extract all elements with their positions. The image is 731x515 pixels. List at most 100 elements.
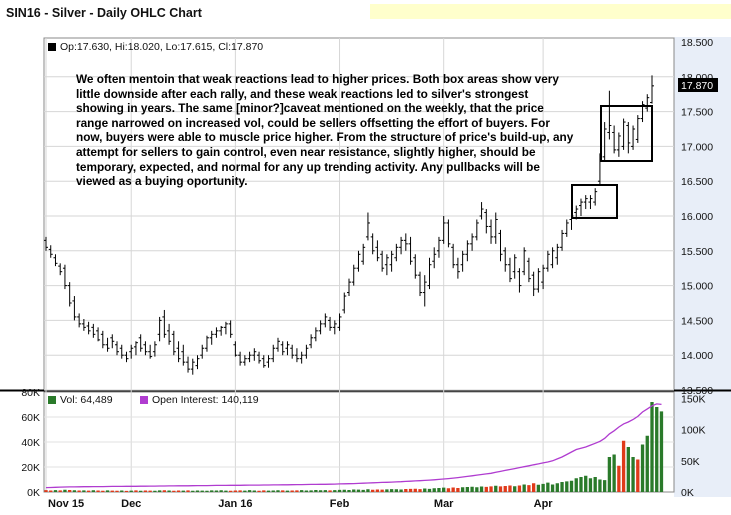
ohlc-bar xyxy=(337,313,342,331)
right-axis-panel xyxy=(674,37,731,497)
ohlc-bar xyxy=(290,344,295,359)
volume-bars xyxy=(44,402,664,492)
ohlc-bar xyxy=(204,335,209,352)
price-tick-label: 18.500 xyxy=(681,37,713,49)
volume-bar xyxy=(617,465,621,492)
volume-bar xyxy=(110,490,114,492)
volume-bar xyxy=(44,490,48,492)
ohlc-bar xyxy=(645,94,650,112)
volume-bar xyxy=(432,488,436,492)
volume-bar xyxy=(503,486,507,492)
ohlc-bar xyxy=(62,264,67,290)
volume-bar xyxy=(205,490,209,492)
ohlc-bar xyxy=(616,132,621,157)
ohlc-bars xyxy=(44,75,654,375)
ohlc-bar xyxy=(133,341,138,356)
price-tick-label: 17.000 xyxy=(681,141,713,153)
ohlc-bar xyxy=(48,245,53,258)
volume-bar xyxy=(593,477,597,492)
volume-bar xyxy=(446,488,451,492)
volume-bar xyxy=(655,407,659,492)
ohlc-bar xyxy=(602,122,607,161)
volume-bar xyxy=(371,489,375,492)
ohlc-bar xyxy=(148,344,153,359)
volume-bar xyxy=(574,478,578,492)
volume-bar xyxy=(356,489,361,492)
volume-bar xyxy=(53,490,58,492)
ohlc-bar xyxy=(266,355,271,368)
ohlc-bar xyxy=(375,240,380,262)
volume-bar xyxy=(181,490,185,492)
volume-bar xyxy=(257,490,261,492)
volume-bar xyxy=(148,490,152,492)
axis-labels: Nov 15 Dec Jan 16 Feb Mar Apr 13.500 14.000 14.5… xyxy=(21,37,713,510)
volume-bar xyxy=(418,489,422,492)
volume-tick-label: 40K xyxy=(21,437,40,449)
volume-bar xyxy=(579,477,583,492)
volume-bar xyxy=(598,479,602,492)
ohlc-bar xyxy=(507,257,512,283)
volume-bar xyxy=(337,489,342,492)
ohlc-bar xyxy=(550,247,555,269)
price-tick-label: 15.000 xyxy=(681,281,713,293)
volume-bar xyxy=(541,483,545,492)
volume-bar xyxy=(536,484,541,492)
ohlc-bar xyxy=(58,263,63,276)
volume-bar xyxy=(72,490,77,492)
price-tick-label: 17.500 xyxy=(681,107,713,119)
volume-bar xyxy=(423,488,427,492)
volume-legend-swatch xyxy=(48,396,56,404)
volume-tick-label: 0K xyxy=(27,487,40,499)
ohlc-bar xyxy=(247,351,252,363)
last-price-tag: 17.870 xyxy=(681,80,713,92)
ohlc-bar xyxy=(110,334,115,349)
ohlc-legend-swatch xyxy=(48,43,56,51)
volume-bar xyxy=(139,490,143,492)
volume-bar xyxy=(238,490,242,492)
ohlc-bar xyxy=(313,327,318,342)
ohlc-bar xyxy=(280,341,285,356)
ohlc-bar xyxy=(631,125,636,150)
volume-bar xyxy=(366,489,370,492)
ohlc-bar xyxy=(167,323,172,345)
volume-bar xyxy=(101,490,105,492)
ohlc-bar xyxy=(190,358,195,375)
volume-bar xyxy=(584,475,588,492)
volume-bar xyxy=(68,490,72,492)
ohlc-bar xyxy=(81,319,86,331)
volume-bar xyxy=(120,490,124,492)
volume-bar xyxy=(404,489,408,492)
volume-bar xyxy=(361,489,365,492)
ohlc-bar xyxy=(512,254,517,279)
annotation-box-1 xyxy=(571,184,618,219)
ohlc-bar xyxy=(162,309,167,338)
volume-bar xyxy=(266,490,271,492)
ohlc-bar xyxy=(77,313,82,328)
volume-bar xyxy=(172,490,176,492)
volume-bar xyxy=(631,457,635,492)
volume-bar xyxy=(513,486,517,492)
volume-bar xyxy=(328,490,332,492)
ohlc-bar xyxy=(522,247,527,276)
open-interest-tick-label: 150K xyxy=(681,393,706,405)
ohlc-bar xyxy=(91,323,96,338)
volume-bar xyxy=(262,490,266,492)
ohlc-bar xyxy=(157,316,162,342)
volume-bar xyxy=(318,490,323,492)
volume-bar xyxy=(607,457,612,492)
ohlc-bar xyxy=(399,236,404,255)
volume-bar xyxy=(243,490,247,492)
volume-bar xyxy=(517,485,522,492)
ohlc-bar xyxy=(257,351,262,364)
ohlc-bar xyxy=(186,356,191,373)
ohlc-bar xyxy=(299,351,304,364)
ohlc-bar xyxy=(403,233,408,251)
price-tick-label: 14.500 xyxy=(681,315,713,327)
open-interest-legend-text: Open Interest: 140,119 xyxy=(152,394,259,406)
ohlc-bar xyxy=(129,344,134,359)
ohlc-bar xyxy=(86,321,91,335)
volume-legend: Vol: 64,489 xyxy=(48,394,113,406)
x-tick-label: Nov 15 xyxy=(48,498,84,510)
volume-bar xyxy=(352,489,356,492)
ohlc-bar xyxy=(432,247,437,269)
